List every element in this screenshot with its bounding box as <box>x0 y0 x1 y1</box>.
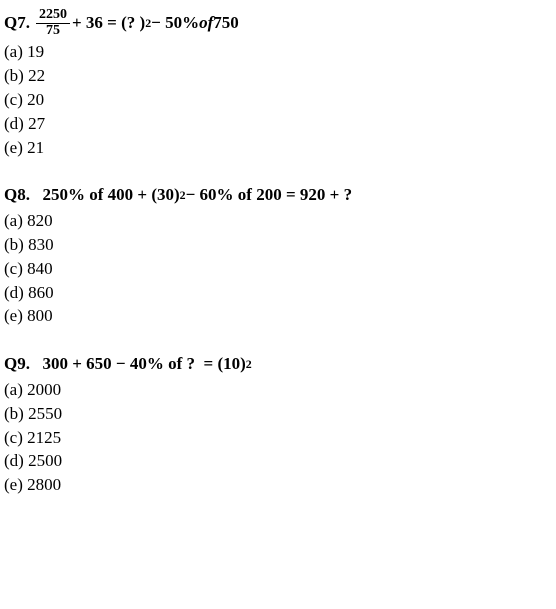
of-word: of <box>199 11 213 35</box>
question-7-stem: Q7. 2250 75 + 36 = (? )2 − 50% of 750 <box>4 8 552 38</box>
question-7: Q7. 2250 75 + 36 = (? )2 − 50% of 750 (a… <box>4 8 552 159</box>
stem-text: − 60% of 200 = 920 + ? <box>186 183 352 207</box>
fraction-denominator: 75 <box>43 24 63 39</box>
question-number: Q7. <box>4 11 30 35</box>
stem-text: − 50% <box>151 11 199 35</box>
option-e: (e) 21 <box>4 136 552 160</box>
stem-text: 750 <box>213 11 239 35</box>
option-e: (e) 2800 <box>4 473 552 497</box>
stem-text: + 36 = (? ) <box>72 11 145 35</box>
question-8: Q8. 250% of 400 + (30)2 − 60% of 200 = 9… <box>4 183 552 328</box>
options-list: (a) 2000 (b) 2550 (c) 2125 (d) 2500 (e) … <box>4 378 552 497</box>
option-b: (b) 830 <box>4 233 552 257</box>
option-d: (d) 860 <box>4 281 552 305</box>
question-9: Q9. 300 + 650 − 40% of ? = (10)2 (a) 200… <box>4 352 552 497</box>
option-d: (d) 2500 <box>4 449 552 473</box>
fraction-numerator: 2250 <box>36 8 70 24</box>
option-a: (a) 2000 <box>4 378 552 402</box>
question-9-stem: Q9. 300 + 650 − 40% of ? = (10)2 <box>4 352 552 376</box>
question-number: Q9. <box>4 352 30 376</box>
option-a: (a) 820 <box>4 209 552 233</box>
option-c: (c) 840 <box>4 257 552 281</box>
fraction: 2250 75 <box>36 8 70 38</box>
option-c: (c) 2125 <box>4 426 552 450</box>
question-8-stem: Q8. 250% of 400 + (30)2 − 60% of 200 = 9… <box>4 183 552 207</box>
options-list: (a) 19 (b) 22 (c) 20 (d) 27 (e) 21 <box>4 40 552 159</box>
options-list: (a) 820 (b) 830 (c) 840 (d) 860 (e) 800 <box>4 209 552 328</box>
option-e: (e) 800 <box>4 304 552 328</box>
option-b: (b) 2550 <box>4 402 552 426</box>
question-number: Q8. <box>4 183 30 207</box>
stem-text: 300 + 650 − 40% of ? = (10) <box>34 352 246 376</box>
option-d: (d) 27 <box>4 112 552 136</box>
stem-text: 250% of 400 + (30) <box>34 183 180 207</box>
option-c: (c) 20 <box>4 88 552 112</box>
option-a: (a) 19 <box>4 40 552 64</box>
option-b: (b) 22 <box>4 64 552 88</box>
